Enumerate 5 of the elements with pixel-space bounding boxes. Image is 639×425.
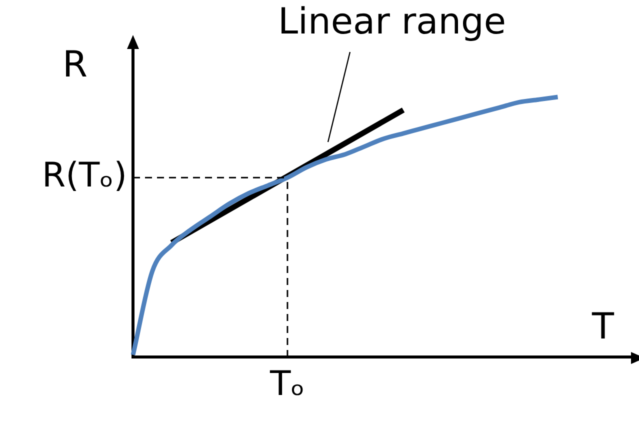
y-axis-title: R <box>62 44 88 86</box>
x-axis-title: T <box>591 306 615 348</box>
text: Tₒ <box>269 364 305 404</box>
ref-line-label: R(Tₒ) <box>42 155 127 196</box>
text: Linear range <box>278 1 506 42</box>
